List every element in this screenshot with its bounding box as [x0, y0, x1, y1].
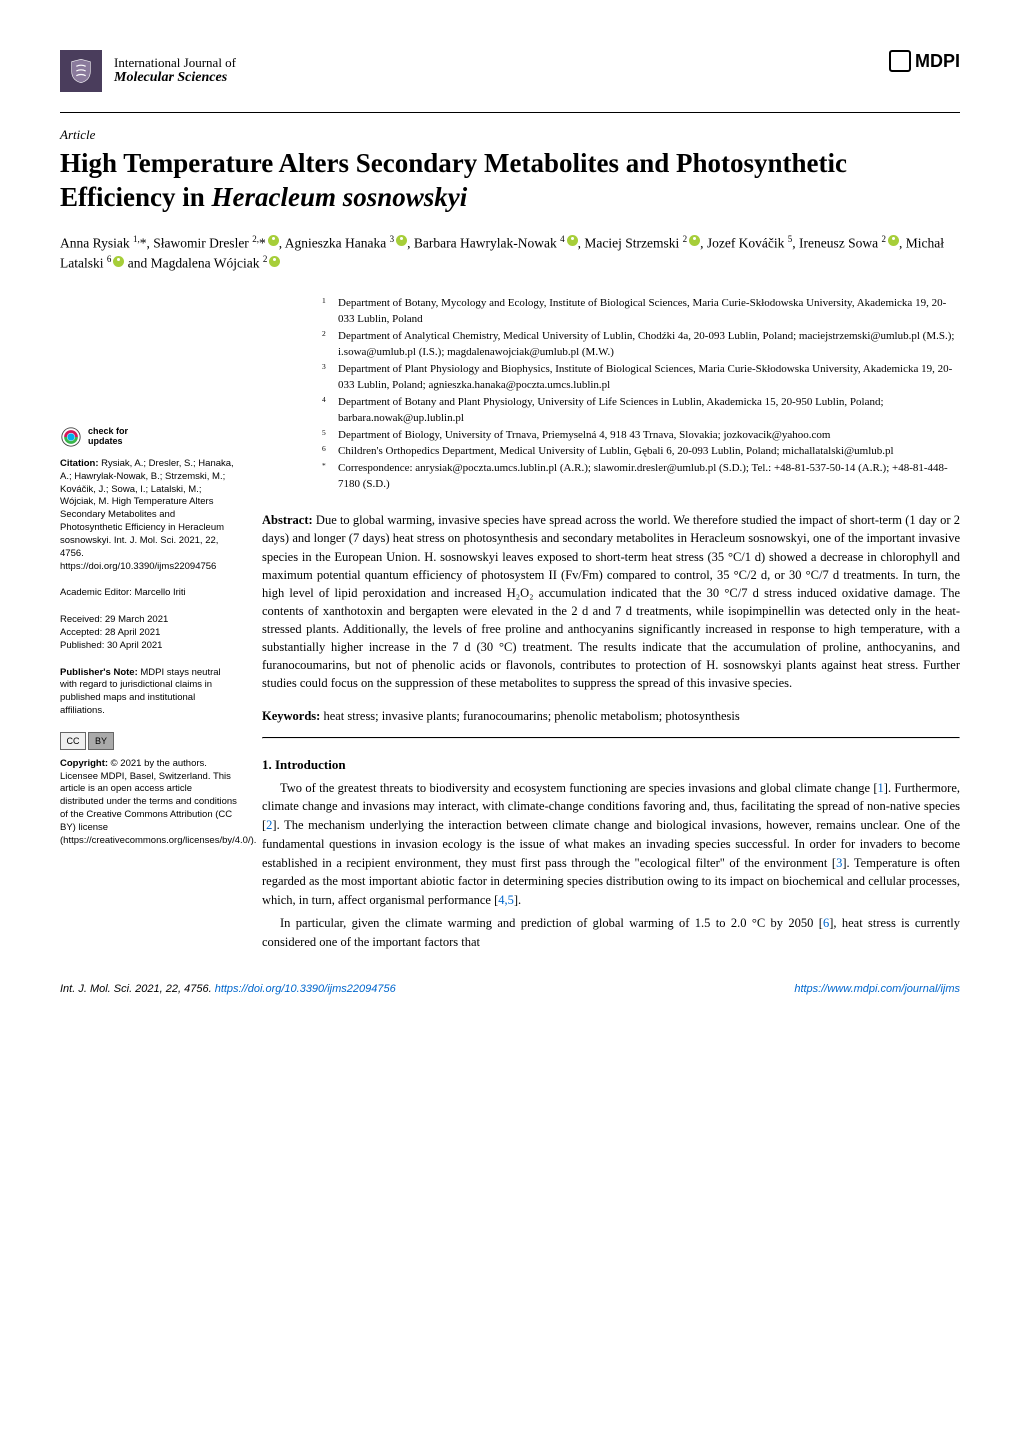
section-1-heading: 1. Introduction [262, 757, 960, 773]
affiliation-number: 3 [322, 362, 338, 394]
abstract-text: Due to global warming, invasive species … [262, 513, 960, 690]
publishers-note-label: Publisher's Note: [60, 667, 138, 678]
affiliation-row: 6Children's Orthopedics Department, Medi… [322, 444, 960, 460]
editor-block: Academic Editor: Marcello Iriti [60, 587, 238, 600]
footer-journal-ref: Int. J. Mol. Sci. 2021, 22, 4756. [60, 983, 215, 995]
affiliation-text: Department of Botany, Mycology and Ecolo… [338, 296, 960, 328]
citation-block: Citation: Rysiak, A.; Dresler, S.; Hanak… [60, 458, 238, 573]
journal-block: International Journal of Molecular Scien… [60, 50, 236, 92]
keywords-label: Keywords: [262, 709, 320, 723]
journal-name: International Journal of Molecular Scien… [114, 55, 236, 87]
citation-label: Citation: [60, 458, 99, 469]
journal-name-line1: International Journal of [114, 55, 236, 71]
copyright-label: Copyright: [60, 758, 108, 769]
affiliation-text: Department of Biology, University of Trn… [338, 428, 960, 444]
intro-paragraph-1: Two of the greatest threats to biodivers… [262, 779, 960, 910]
affiliation-row: *Correspondence: anrysiak@poczta.umcs.lu… [322, 461, 960, 493]
keywords: Keywords: heat stress; invasive plants; … [262, 707, 960, 725]
publishers-note-block: Publisher's Note: MDPI stays neutral wit… [60, 667, 238, 718]
article-title: High Temperature Alters Secondary Metabo… [60, 147, 960, 215]
citation-text: Rysiak, A.; Dresler, S.; Hanaka, A.; Haw… [60, 458, 234, 572]
check-updates-badge[interactable]: check forupdates [60, 426, 238, 448]
by-icon: BY [88, 732, 114, 750]
cc-license-badge: CC BY [60, 732, 238, 750]
affiliation-number: 5 [322, 428, 338, 444]
copyright-block: Copyright: © 2021 by the authors. Licens… [60, 758, 238, 848]
affiliation-text: Department of Plant Physiology and Bioph… [338, 362, 960, 394]
affiliation-number: 1 [322, 296, 338, 328]
header-divider [60, 112, 960, 113]
accepted-date: Accepted: 28 April 2021 [60, 627, 238, 640]
affiliation-text: Department of Analytical Chemistry, Medi… [338, 329, 960, 361]
footer-doi-link[interactable]: https://doi.org/10.3390/ijms22094756 [215, 983, 396, 995]
affiliation-row: 4Department of Botany and Plant Physiolo… [322, 395, 960, 427]
dates-block: Received: 29 March 2021 Accepted: 28 Apr… [60, 614, 238, 652]
received-date: Received: 29 March 2021 [60, 614, 238, 627]
published-date: Published: 30 April 2021 [60, 640, 238, 653]
authors-list: Anna Rysiak 1,*, Sławomir Dresler 2,*, A… [60, 233, 960, 275]
affiliation-text: Department of Botany and Plant Physiolog… [338, 395, 960, 427]
abstract-label: Abstract: [262, 513, 313, 527]
check-updates-label: check forupdates [88, 427, 128, 447]
footer-citation: Int. J. Mol. Sci. 2021, 22, 4756. https:… [60, 983, 396, 995]
intro-paragraph-2: In particular, given the climate warming… [262, 914, 960, 952]
affiliations-list: 1Department of Botany, Mycology and Ecol… [322, 296, 960, 493]
sidebar: check forupdates Citation: Rysiak, A.; D… [60, 296, 238, 955]
keywords-text: heat stress; invasive plants; furanocoum… [320, 709, 739, 723]
copyright-text: © 2021 by the authors. Licensee MDPI, Ba… [60, 758, 256, 846]
title-species: Heracleum sosnowskyi [211, 182, 467, 212]
footer-journal-url[interactable]: https://www.mdpi.com/journal/ijms [794, 983, 960, 995]
editor-text: Marcello Iriti [132, 587, 186, 598]
page-header: International Journal of Molecular Scien… [60, 50, 960, 92]
affiliation-number: 6 [322, 444, 338, 460]
affiliation-row: 3Department of Plant Physiology and Biop… [322, 362, 960, 394]
journal-logo-icon [60, 50, 102, 92]
affiliation-text: Children's Orthopedics Department, Medic… [338, 444, 960, 460]
affiliation-number: * [322, 461, 338, 493]
affiliation-row: 1Department of Botany, Mycology and Ecol… [322, 296, 960, 328]
article-type: Article [60, 127, 960, 143]
mdpi-mark-icon [889, 50, 911, 72]
affiliation-number: 2 [322, 329, 338, 361]
affiliation-row: 5Department of Biology, University of Tr… [322, 428, 960, 444]
section-divider [262, 737, 960, 739]
affiliation-row: 2Department of Analytical Chemistry, Med… [322, 329, 960, 361]
affiliation-text: Correspondence: anrysiak@poczta.umcs.lub… [338, 461, 960, 493]
footer-url-link[interactable]: https://www.mdpi.com/journal/ijms [794, 983, 960, 995]
publisher-logo: MDPI [889, 50, 960, 72]
publisher-name: MDPI [915, 51, 960, 72]
editor-label: Academic Editor: [60, 587, 132, 598]
page-footer: Int. J. Mol. Sci. 2021, 22, 4756. https:… [60, 955, 960, 995]
main-content: 1Department of Botany, Mycology and Ecol… [262, 296, 960, 955]
cc-icon: CC [60, 732, 86, 750]
abstract: Abstract: Due to global warming, invasiv… [262, 511, 960, 692]
check-updates-icon [60, 426, 82, 448]
journal-name-line2: Molecular Sciences [114, 70, 236, 87]
affiliation-number: 4 [322, 395, 338, 427]
